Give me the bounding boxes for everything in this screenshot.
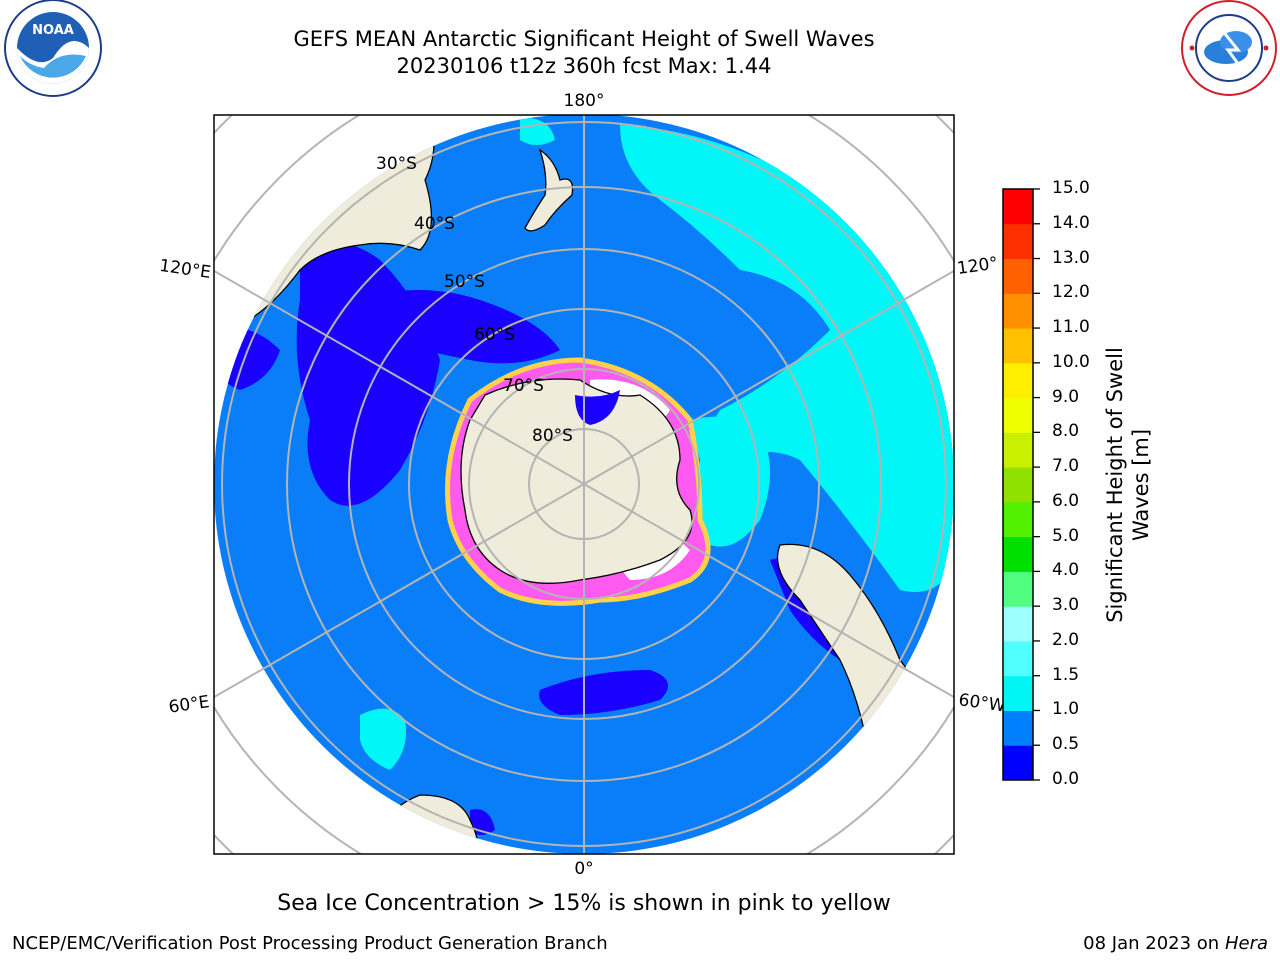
lat-label-40s: 40°S — [414, 214, 455, 234]
colorbar-tick-label: 1.0 — [1052, 699, 1080, 720]
footer-host: Hera — [1224, 933, 1268, 954]
colorbar-tick-label: 6.0 — [1052, 490, 1080, 511]
lon-label-bottom: 0° — [574, 859, 593, 879]
colorbar-segment — [1003, 640, 1033, 677]
new-zealand — [524, 148, 574, 232]
colorbar-tick-label: 9.0 — [1052, 386, 1080, 407]
footer-right: 08 Jan 2023 on Hera — [1083, 933, 1268, 954]
lat-label-30s: 30°S — [376, 154, 417, 174]
colorbar-segment — [1003, 258, 1033, 294]
low-swell-region-africa — [470, 809, 495, 835]
colorbar-tick-label: 1.5 — [1052, 664, 1080, 685]
map-frame — [213, 114, 955, 855]
colorbar-label-line-1: Significant Height of Swell — [1103, 347, 1127, 623]
lon-label-top: 180° — [564, 91, 605, 111]
ross-sea-open-water — [575, 390, 620, 425]
sea-ice-caption: Sea Ice Concentration > 15% is shown in … — [277, 891, 891, 916]
lat-label-80s: 80°S — [532, 426, 573, 446]
mid-swell-region-indian — [360, 708, 406, 770]
low-swell-region-south — [539, 670, 668, 715]
colorbar-segment — [1003, 745, 1033, 781]
colorbar-segment — [1003, 189, 1033, 225]
lon-label-right-lower: 60°W — [957, 690, 1006, 716]
footer-left: NCEP/EMC/Verification Post Processing Pr… — [12, 933, 608, 954]
colorbar-segment — [1003, 710, 1033, 746]
colorbar-tick-label: 14.0 — [1052, 212, 1090, 233]
svg-text:NOAA: NOAA — [32, 23, 74, 38]
national-weather-service-logo-icon — [1181, 0, 1277, 96]
mid-swell-region-drake — [690, 416, 770, 547]
colorbar-segment — [1003, 675, 1033, 711]
colorbar-segment — [1003, 362, 1033, 399]
lon-label-left-upper: 120°E — [158, 256, 212, 283]
colorbar-segment — [1003, 293, 1033, 329]
colorbar-segment — [1003, 223, 1033, 260]
lat-label-60s: 60°S — [474, 325, 515, 345]
colorbar-tick-label: 5.0 — [1052, 525, 1080, 546]
lat-label-50s: 50°S — [444, 272, 485, 292]
footer-date: 08 Jan 2023 on — [1083, 933, 1225, 954]
colorbar-tick-label: 4.0 — [1052, 560, 1080, 581]
chart-title-line-2: 20230106 t12z 360h fcst Max: 1.44 — [396, 54, 772, 78]
colorbar-label-line-2: Waves [m] — [1129, 428, 1153, 542]
colorbar-tick-label: 13.0 — [1052, 247, 1090, 268]
colorbar-tick-label: 15.0 — [1052, 178, 1090, 198]
colorbar-tick-label: 0.0 — [1052, 769, 1080, 789]
colorbar-frame — [1002, 188, 1034, 781]
lon-label-left-lower: 60°E — [167, 692, 210, 717]
colorbar-tick-label: 12.0 — [1052, 282, 1090, 303]
colorbar — [1003, 189, 1033, 781]
colorbar-segment — [1003, 501, 1033, 538]
colorbar-segment — [1003, 536, 1033, 572]
colorbar-tick-label: 11.0 — [1052, 317, 1090, 338]
colorbar-tick-label: 2.0 — [1052, 629, 1080, 650]
colorbar-tick-label: 8.0 — [1052, 421, 1080, 442]
colorbar-tick-label: 3.0 — [1052, 595, 1080, 616]
low-swell-region-north — [350, 290, 560, 364]
colorbar-ticks — [1033, 188, 1040, 781]
colorbar-segment — [1003, 467, 1033, 503]
chart-title-line-1: GEFS MEAN Antarctic Significant Height o… — [293, 27, 875, 51]
colorbar-tick-label: 10.0 — [1052, 351, 1090, 372]
colorbar-tick-label: 0.5 — [1052, 734, 1080, 755]
colorbar-segment — [1003, 432, 1033, 468]
colorbar-tick-label: 7.0 — [1052, 456, 1080, 477]
colorbar-segment — [1003, 328, 1033, 364]
colorbar-label: Significant Height of Swell Waves [m] — [1102, 347, 1154, 623]
colorbar-segment — [1003, 571, 1033, 607]
noaa-logo-icon: NOAA — [4, 0, 102, 97]
lon-label-right-upper: 120° — [956, 253, 999, 279]
colorbar-segment — [1003, 397, 1033, 433]
lat-label-70s: 70°S — [503, 376, 544, 396]
longitude-grid — [214, 115, 954, 854]
colorbar-segment — [1003, 606, 1033, 642]
